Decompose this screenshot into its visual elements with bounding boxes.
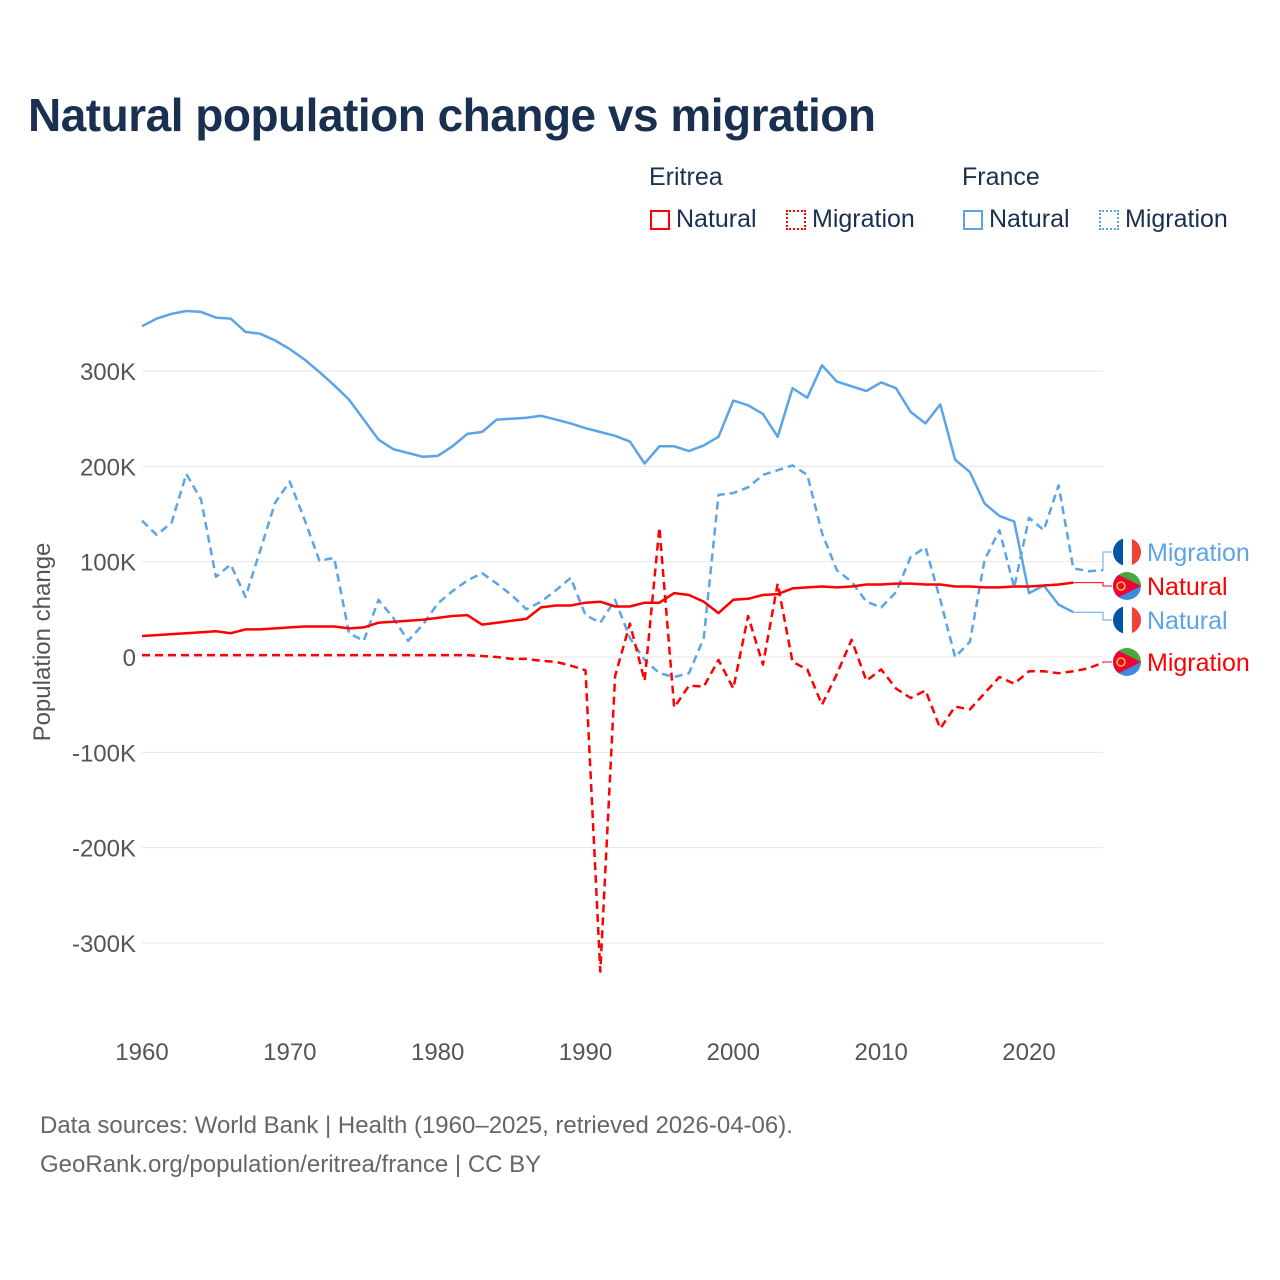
flag-stripe xyxy=(1123,606,1132,634)
legend-label: Natural xyxy=(989,205,1070,233)
eritrea-flag-icon xyxy=(1113,648,1141,676)
legend-group-eritrea: Eritrea xyxy=(649,163,723,191)
flag-stripe xyxy=(1113,606,1123,634)
y-tick-label: -300K xyxy=(72,931,136,958)
footer: Data sources: World Bank | Health (1960–… xyxy=(40,1106,793,1184)
legend-group-france: France xyxy=(962,163,1040,191)
flag-stripe xyxy=(1123,538,1132,566)
x-tick-label: 2000 xyxy=(707,1039,760,1066)
series-line-eritrea-natural xyxy=(141,581,1074,638)
flag-triangle xyxy=(1113,648,1141,676)
y-axis-label: Population change xyxy=(29,543,56,742)
legend-eritrea-migration[interactable]: Migration xyxy=(786,205,915,234)
y-tick-label: 300K xyxy=(80,359,136,386)
legend-label: Natural xyxy=(676,205,757,233)
x-tick-label: 2010 xyxy=(854,1039,907,1066)
label-connector xyxy=(1102,661,1112,664)
y-tick-label: 0 xyxy=(123,645,136,672)
chart-title: Natural population change vs migration xyxy=(28,89,876,141)
label-connector xyxy=(1073,582,1112,587)
flag-emblem xyxy=(1116,657,1126,667)
y-tick-label: 200K xyxy=(80,454,136,481)
x-tick-label: 1970 xyxy=(263,1039,316,1066)
flag-stripe xyxy=(1132,606,1141,634)
legend-label: Migration xyxy=(812,205,915,233)
flag-triangle xyxy=(1113,572,1141,600)
series-end-label: Natural xyxy=(1147,607,1228,635)
x-tick-label: 1980 xyxy=(411,1039,464,1066)
legend-swatch-solid-icon xyxy=(650,209,670,230)
flag-emblem xyxy=(1116,581,1126,591)
legend-france-natural[interactable]: Natural xyxy=(963,205,1070,234)
x-tick-label: 1960 xyxy=(115,1039,168,1066)
label-connector xyxy=(1102,551,1112,571)
series-line-france-migration xyxy=(141,464,1103,679)
x-tick-label: 1990 xyxy=(559,1039,612,1066)
eritrea-flag-icon xyxy=(1113,572,1141,600)
legend-swatch-dotted-icon xyxy=(1099,209,1119,230)
legend-swatch-solid-icon xyxy=(963,209,983,230)
series-line-france-natural xyxy=(141,309,1074,614)
flag-stripe xyxy=(1132,538,1141,566)
france-flag-icon xyxy=(1113,538,1141,566)
series-line-eritrea-migration xyxy=(142,526,1104,973)
flag-stripe xyxy=(1113,538,1123,566)
series-end-label: Natural xyxy=(1147,573,1228,601)
source-link[interactable]: GeoRank.org/population/eritrea/france | … xyxy=(40,1151,542,1178)
y-tick-label: -100K xyxy=(72,740,136,767)
data-source-note: Data sources: World Bank | Health (1960–… xyxy=(40,1112,793,1139)
series-end-label: Migration xyxy=(1147,649,1250,677)
series-end-label: Migration xyxy=(1147,539,1250,567)
x-tick-label: 2020 xyxy=(1002,1039,1055,1066)
france-flag-icon xyxy=(1113,606,1141,634)
legend-eritrea-natural[interactable]: Natural xyxy=(650,205,757,234)
legend-france-migration[interactable]: Migration xyxy=(1099,205,1228,234)
y-tick-label: 100K xyxy=(80,550,136,577)
label-connector xyxy=(1073,611,1112,621)
y-tick-label: -200K xyxy=(72,836,136,863)
legend-swatch-dotted-icon xyxy=(786,209,806,230)
legend-label: Migration xyxy=(1125,205,1228,233)
